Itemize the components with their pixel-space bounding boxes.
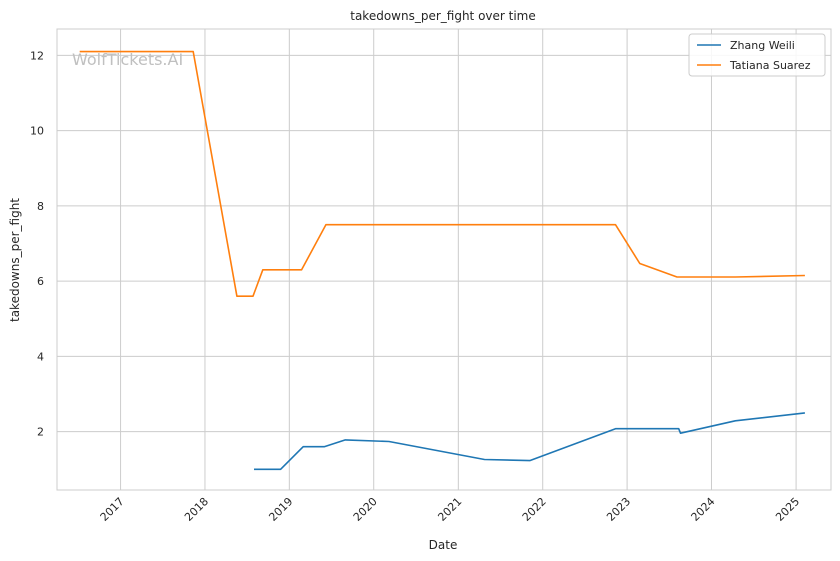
x-axis-label: Date: [429, 538, 458, 552]
chart-title: takedowns_per_fight over time: [350, 9, 536, 23]
series-line-zhang-weili: [254, 412, 805, 471]
y-axis-label: takedowns_per_fight: [8, 198, 22, 322]
y-tick-label: 2: [37, 426, 44, 439]
series-line-tatiana-suarez: [79, 50, 805, 297]
y-tick-label: 4: [37, 350, 44, 363]
y-tick-label: 10: [30, 125, 44, 138]
y-tick-label: 6: [37, 275, 44, 288]
legend-box: [688, 33, 826, 77]
series-lines: [79, 50, 805, 471]
y-axis-ticks: 2 4 6 8 10 12: [30, 49, 44, 438]
plot-area: [56, 28, 832, 491]
legend: Zhang Weili Tatiana Suarez: [688, 33, 826, 77]
grid-lines: [57, 29, 831, 490]
y-tick-label: 8: [37, 200, 44, 213]
legend-label-tatiana-suarez: Tatiana Suarez: [729, 59, 811, 72]
watermark: WolfTickets.AI: [72, 50, 183, 69]
legend-label-zhang-weili: Zhang Weili: [730, 39, 795, 52]
y-tick-label: 12: [30, 49, 44, 62]
